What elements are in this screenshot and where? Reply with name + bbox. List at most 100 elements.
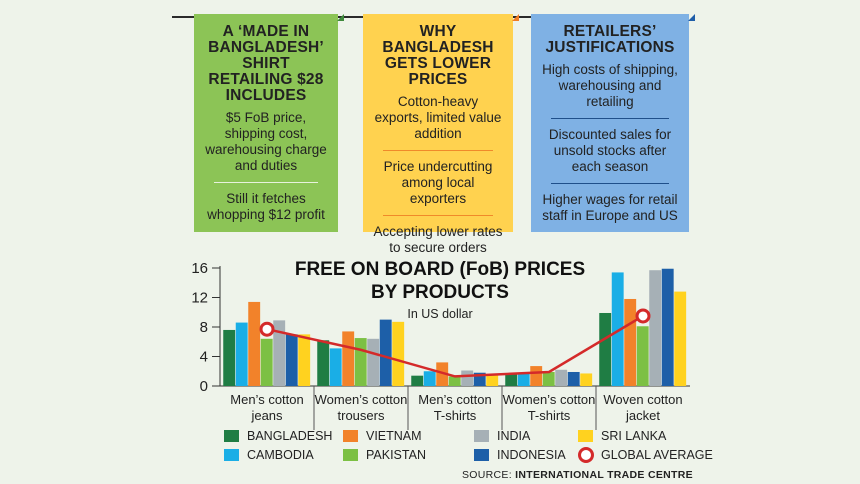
- legend-item-india: INDIA: [474, 429, 530, 443]
- global-average-point: [635, 308, 651, 324]
- chart-title-line: BY PRODUCTS: [371, 282, 509, 303]
- x-category-label: jeans: [250, 408, 283, 423]
- bar-vietnam: [342, 331, 355, 386]
- legend-item-cambodia: CAMBODIA: [224, 448, 314, 462]
- card-divider: [551, 118, 669, 119]
- bar-sri-lanka: [580, 373, 593, 386]
- legend-item-vietnam: VIETNAM: [343, 429, 422, 443]
- bar-cambodia: [611, 272, 624, 386]
- card-item: Discounted sales for unsold stocks after…: [548, 127, 672, 174]
- x-category-label: jacket: [625, 408, 660, 423]
- legend-item-sri-lanka: SRI LANKA: [578, 429, 666, 443]
- bar-indonesia: [473, 372, 486, 386]
- bar-indonesia: [379, 319, 392, 386]
- legend-label: BANGLADESH: [247, 429, 333, 443]
- legend-swatch: [343, 430, 358, 442]
- card-item: Still it fetches whopping $12 profit: [207, 191, 325, 222]
- x-category-label: Women’s cotton: [503, 392, 596, 407]
- bar-bangladesh: [411, 375, 424, 386]
- source-prefix: SOURCE:: [462, 469, 512, 481]
- bar-pakistan: [448, 376, 461, 386]
- card-item: Price undercutting among local exporters: [383, 159, 493, 206]
- card-title: WHY BANGLADESH GETS LOWER PRICES: [382, 23, 494, 88]
- card-title: A ‘MADE IN BANGLADESH’ SHIRT RETAILING $…: [208, 23, 324, 104]
- bar-cambodia: [329, 348, 342, 386]
- legend-swatch: [474, 449, 489, 461]
- y-tick-label: 12: [191, 290, 208, 307]
- bar-indonesia: [567, 371, 580, 386]
- bar-india: [461, 370, 474, 386]
- bar-indonesia: [661, 268, 674, 386]
- bar-india: [555, 369, 568, 386]
- card-divider: [383, 215, 493, 216]
- legend-item-indonesia: INDONESIA: [474, 448, 566, 462]
- legend-label: GLOBAL AVERAGE: [601, 448, 713, 462]
- card-divider: [383, 150, 493, 151]
- bar-vietnam: [248, 301, 261, 386]
- bar-cambodia: [517, 372, 530, 386]
- legend-swatch: [224, 449, 239, 461]
- y-tick-label: 4: [200, 349, 208, 366]
- x-category-label: Men’s cotton: [230, 392, 303, 407]
- legend-label: SRI LANKA: [601, 429, 667, 443]
- bar-indonesia: [285, 334, 298, 386]
- card-retailers-justifications: RETAILERS’ JUSTIFICATIONS High costs of …: [531, 14, 695, 232]
- bar-bangladesh: [599, 312, 612, 386]
- source-name: INTERNATIONAL TRADE CENTRE: [515, 469, 693, 481]
- bar-bangladesh: [505, 374, 518, 386]
- global-average-point: [259, 321, 275, 337]
- bar-india: [649, 270, 662, 386]
- card-bangladesh-shirt: A ‘MADE IN BANGLADESH’ SHIRT RETAILING $…: [194, 14, 344, 232]
- legend-item-global-average: GLOBAL AVERAGE: [578, 447, 713, 463]
- bar-sri-lanka: [392, 321, 405, 386]
- bar-cambodia: [423, 371, 436, 386]
- legend-swatch: [343, 449, 358, 461]
- bar-pakistan: [354, 338, 367, 386]
- card-divider: [551, 183, 669, 184]
- legend-label: CAMBODIA: [247, 448, 314, 462]
- bar-india: [273, 320, 286, 386]
- legend-item-pakistan: PAKISTAN: [343, 448, 426, 462]
- x-category-label: Women’s cotton: [315, 392, 408, 407]
- legend-label: PAKISTAN: [366, 448, 426, 462]
- card-item: Accepting lower rates to secure orders: [373, 224, 503, 255]
- card-item: High costs of shipping, warehousing and …: [542, 62, 678, 109]
- chart-subtitle: In US dollar: [407, 307, 472, 321]
- bar-india: [367, 338, 380, 386]
- card-item: $5 FoB price, shipping cost, warehousing…: [205, 110, 327, 173]
- legend-marker-icon: [578, 447, 594, 463]
- legend-swatch: [224, 430, 239, 442]
- global-average-line: [266, 314, 644, 378]
- card-item: Higher wages for retail staff in Europe …: [542, 192, 678, 223]
- card-corner: [512, 14, 519, 21]
- card-lower-prices: WHY BANGLADESH GETS LOWER PRICES Cotton-…: [363, 14, 519, 255]
- legend-label: INDONESIA: [497, 448, 566, 462]
- bar-vietnam: [436, 362, 449, 386]
- legend-label: VIETNAM: [366, 429, 422, 443]
- legend-item-bangladesh: BANGLADESH: [224, 429, 332, 443]
- card-title: RETAILERS’ JUSTIFICATIONS: [545, 23, 675, 56]
- bar-cambodia: [235, 322, 248, 386]
- x-category-label: Woven cotton: [603, 392, 682, 407]
- source-note: SOURCE: INTERNATIONAL TRADE CENTRE: [462, 469, 693, 481]
- x-category-label: T-shirts: [434, 408, 477, 423]
- bar-sri-lanka: [674, 291, 687, 386]
- card-corner: [688, 14, 695, 21]
- y-tick-label: 16: [191, 260, 208, 277]
- card-corner: [337, 14, 344, 21]
- bar-vietnam: [530, 366, 543, 386]
- x-category-label: T-shirts: [528, 408, 571, 423]
- bar-pakistan: [636, 326, 649, 386]
- y-tick-label: 0: [200, 378, 208, 395]
- card-divider: [214, 182, 318, 183]
- card-item: Cotton-heavy exports, limited value addi…: [374, 94, 502, 141]
- bar-pakistan: [260, 338, 273, 386]
- x-category-label: Men’s cotton: [418, 392, 491, 407]
- x-category-label: trousers: [338, 408, 385, 423]
- bar-vietnam: [624, 298, 637, 386]
- chart-title-line: FREE ON BOARD (FoB) PRICES: [295, 259, 585, 280]
- bar-sri-lanka: [298, 334, 311, 386]
- legend-label: INDIA: [497, 429, 531, 443]
- bar-bangladesh: [317, 340, 330, 386]
